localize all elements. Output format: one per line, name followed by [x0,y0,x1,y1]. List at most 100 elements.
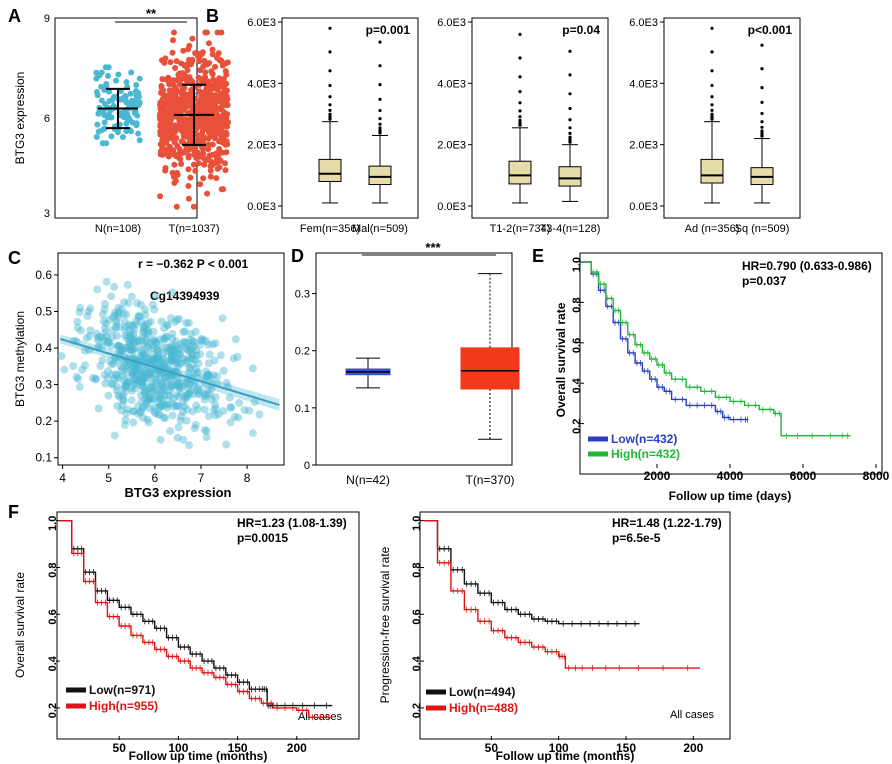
panel-a-dot [214,118,221,125]
panel-b-outlier [710,95,714,99]
panel-c-point [107,333,116,342]
panel-d-ytick-label: 0.1 [295,403,310,415]
panel-c-point [196,350,204,359]
panel-b-outlier [518,56,522,60]
panel-b-subplot: 6.0E3 4.0E3 2.0E3 0.0E3 p<0.001 Ad (n=356)Sq … [629,17,801,235]
panel-c-point [128,361,137,370]
panel-c-point [204,370,213,379]
panel-letter-c: C [8,248,21,268]
panel-b-outlier [760,86,764,90]
panel-c-point [173,402,181,410]
panel-c-point [75,382,84,391]
panel-c-point [231,335,240,344]
panel-c-point [126,345,135,354]
panel-c-point [152,291,161,300]
panel-b-pvalue: p<0.001 [748,23,793,37]
panel-c-point [144,344,153,353]
panel-a-dot [170,82,177,89]
panel-c-point [172,390,181,399]
panel-a-dot [224,96,231,103]
panel-a-dot [172,65,179,71]
panel-c-point [108,326,117,335]
panel-c-point [192,401,201,410]
panel-c-point [160,335,168,343]
panel-c-point [202,372,211,381]
panel-c-point [140,326,148,335]
panel-a-dot [185,183,192,189]
panel-c-point [127,343,136,352]
panel-c-point [150,305,159,314]
panel-c-point [125,377,134,386]
panel-b-pvalue: p=0.04 [562,23,600,37]
panel-d-ytick-label: 0 [304,460,310,472]
panel-c-point [167,346,176,355]
panel-c-point [139,340,148,349]
panel-c-point [173,357,182,366]
panel-c-point [104,391,113,400]
panel-a-dot [205,146,212,153]
panel-f2-xlabel: Follow up time (months) [496,749,635,763]
panel-a-dot [123,112,129,118]
panel-c-point [152,370,161,379]
panel-c-point [117,367,126,376]
panel-a-dot [185,76,192,83]
panel-c-point [138,381,147,390]
panel-c-point [91,375,100,384]
panel-a-dot [170,173,177,180]
panel-c-point [138,403,147,412]
panel-c-point [157,402,166,411]
panel-a-dot [169,49,176,56]
panel-c-point [86,326,95,335]
panel-c-point [163,403,172,412]
panel-c-point [135,377,144,386]
panel-a-dot [173,58,180,65]
panel-c-point [158,380,167,389]
panel-a-dot [127,90,134,97]
panel-c-point [145,384,154,393]
panel-c-point [155,394,164,403]
panel-a-dot [208,68,215,75]
panel-a-dots [93,29,231,210]
panel-c-point [194,359,203,368]
panel-a-dot [186,42,193,49]
panel-a-dot [220,76,227,83]
panel-c-point [175,344,183,353]
panel-a-dot [167,59,174,66]
km-ytick-label: 0.2 [411,703,423,718]
panel-c-point [169,402,178,411]
panel-b-outlier [710,26,714,30]
panel-c-point [132,384,141,393]
panel-a-dot [214,112,221,119]
km-curve [584,261,749,421]
panel-c-point [122,409,131,418]
panel-c-point [157,401,166,410]
panel-b-outlier [378,126,382,130]
panel-b-xlabel: Ad (n=356) [685,223,740,235]
panel-c-point [168,372,177,381]
panel-c-point [112,323,120,332]
panel-c-point [159,395,168,404]
panel-c-point [191,421,200,429]
panel-a-dot [213,105,219,112]
km-xtick-label: 2000 [644,469,671,483]
panel-c-point [180,327,189,336]
panel-c-point [109,313,118,322]
panel-c-point [207,373,216,382]
km-xtick-label: 100 [549,741,569,755]
panel-c-point [174,382,183,391]
km-curve [584,261,851,437]
panel-c-point [155,402,164,411]
panel-b-outlier [328,50,332,54]
panel-c-point [130,336,139,345]
panel-c-point [157,378,166,387]
panel-a-dot [194,132,201,138]
panel-b-frame [471,17,609,219]
panel-c-point [167,398,176,407]
panel-c-point [144,327,153,336]
panel-c-point [183,380,192,389]
panel-c-point [124,299,133,308]
panel-c-point [164,391,173,400]
panel-a-dot [93,69,100,76]
panel-a-dot [162,165,169,171]
panel-c-point [134,311,143,320]
